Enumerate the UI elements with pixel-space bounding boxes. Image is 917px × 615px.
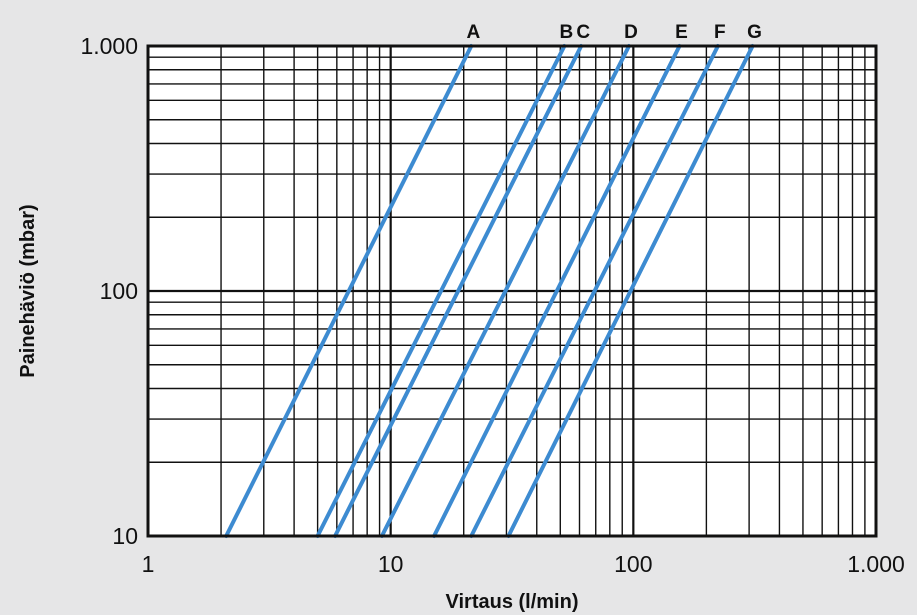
y-tick-label: 10 xyxy=(112,523,138,549)
series-line-f xyxy=(469,44,720,538)
series-lines xyxy=(224,44,755,538)
series-label-d: D xyxy=(624,22,638,43)
series-line-d xyxy=(379,44,631,538)
series-line-b xyxy=(315,44,567,538)
series-line-a xyxy=(224,44,474,538)
series-label-g: G xyxy=(747,22,762,43)
x-tick-label: 100 xyxy=(614,551,652,577)
series-label-a: A xyxy=(466,22,480,43)
x-axis-title: Virtaus (l/min) xyxy=(446,591,579,613)
series-label-b: B xyxy=(560,22,574,43)
plot-frame xyxy=(146,44,878,538)
y-axis-title: Painehäviö (mbar) xyxy=(17,204,39,377)
series-line-c xyxy=(333,44,584,538)
x-tick-label: 1.000 xyxy=(847,551,905,577)
y-tick-labels: 10 100 1.000 xyxy=(80,33,138,549)
y-tick-label: 100 xyxy=(100,278,138,304)
series-line-g xyxy=(506,44,755,538)
series-label-f: F xyxy=(714,22,726,43)
series-label-e: E xyxy=(675,22,688,43)
x-tick-labels: 1 10 100 1.000 xyxy=(142,551,905,577)
series-label-c: C xyxy=(576,22,590,43)
series-line-e xyxy=(432,44,682,538)
grid xyxy=(148,46,876,536)
y-tick-label: 1.000 xyxy=(80,33,138,59)
x-tick-label: 10 xyxy=(378,551,404,577)
x-tick-label: 1 xyxy=(142,551,155,577)
